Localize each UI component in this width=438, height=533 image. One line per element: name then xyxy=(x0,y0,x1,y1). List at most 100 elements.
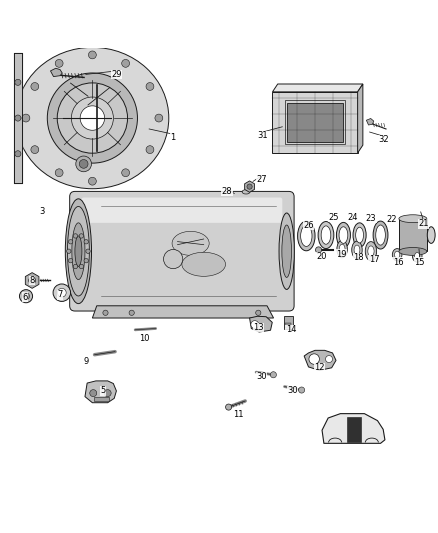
Circle shape xyxy=(76,156,92,172)
FancyBboxPatch shape xyxy=(81,198,283,223)
Text: 29: 29 xyxy=(111,70,122,79)
Circle shape xyxy=(299,387,305,393)
Bar xyxy=(399,219,427,252)
Ellipse shape xyxy=(392,248,402,261)
Circle shape xyxy=(103,310,108,316)
Circle shape xyxy=(68,259,73,263)
Text: 1: 1 xyxy=(170,133,176,142)
Ellipse shape xyxy=(57,83,127,153)
Circle shape xyxy=(73,264,78,269)
Ellipse shape xyxy=(395,251,400,258)
Circle shape xyxy=(84,240,88,244)
Circle shape xyxy=(31,83,39,91)
Ellipse shape xyxy=(353,223,366,247)
Ellipse shape xyxy=(282,225,291,277)
Text: 25: 25 xyxy=(328,213,339,222)
Polygon shape xyxy=(25,272,39,288)
Text: 3: 3 xyxy=(39,207,45,216)
Ellipse shape xyxy=(336,222,350,248)
Polygon shape xyxy=(357,84,363,153)
Text: 9: 9 xyxy=(83,357,88,366)
Text: 20: 20 xyxy=(316,252,327,261)
Polygon shape xyxy=(347,417,361,442)
Circle shape xyxy=(309,354,319,364)
Ellipse shape xyxy=(356,227,364,243)
Circle shape xyxy=(146,83,154,91)
Ellipse shape xyxy=(242,190,250,194)
Text: 26: 26 xyxy=(303,221,314,230)
Text: 17: 17 xyxy=(369,255,379,264)
Text: 12: 12 xyxy=(314,364,325,372)
Text: 10: 10 xyxy=(140,334,150,343)
Text: 15: 15 xyxy=(415,257,425,266)
Text: 27: 27 xyxy=(257,175,267,184)
Ellipse shape xyxy=(368,246,374,256)
Ellipse shape xyxy=(172,231,209,255)
Ellipse shape xyxy=(413,250,422,262)
Ellipse shape xyxy=(75,236,82,266)
Circle shape xyxy=(122,169,130,176)
Circle shape xyxy=(315,247,321,253)
Circle shape xyxy=(57,288,66,297)
Circle shape xyxy=(122,60,130,67)
Circle shape xyxy=(247,184,252,189)
Ellipse shape xyxy=(427,227,435,244)
Polygon shape xyxy=(85,381,117,403)
Polygon shape xyxy=(250,316,272,332)
Circle shape xyxy=(256,310,261,316)
Circle shape xyxy=(15,79,21,85)
Ellipse shape xyxy=(72,223,85,280)
Circle shape xyxy=(270,372,276,378)
Circle shape xyxy=(90,390,97,397)
Circle shape xyxy=(15,151,21,157)
Circle shape xyxy=(325,356,332,362)
Circle shape xyxy=(84,259,88,263)
Circle shape xyxy=(88,177,96,185)
Circle shape xyxy=(129,310,134,316)
Ellipse shape xyxy=(47,73,138,163)
Polygon shape xyxy=(304,350,336,370)
Ellipse shape xyxy=(415,253,420,260)
Text: 11: 11 xyxy=(233,409,244,418)
Ellipse shape xyxy=(399,247,427,255)
Bar xyxy=(284,316,293,329)
Circle shape xyxy=(79,159,88,168)
Circle shape xyxy=(31,146,39,154)
Circle shape xyxy=(53,284,71,302)
Circle shape xyxy=(22,293,29,300)
Ellipse shape xyxy=(339,244,345,254)
Ellipse shape xyxy=(80,106,105,130)
Circle shape xyxy=(86,249,90,253)
Circle shape xyxy=(15,115,21,121)
Text: 5: 5 xyxy=(101,386,106,395)
Circle shape xyxy=(146,146,154,154)
Polygon shape xyxy=(245,181,254,192)
Ellipse shape xyxy=(337,240,347,258)
Circle shape xyxy=(79,234,84,238)
Text: 21: 21 xyxy=(418,219,429,228)
Text: 28: 28 xyxy=(222,187,232,196)
Text: 14: 14 xyxy=(286,325,296,334)
Text: 13: 13 xyxy=(253,323,264,332)
Text: 32: 32 xyxy=(379,135,389,144)
Text: 23: 23 xyxy=(366,214,376,223)
Ellipse shape xyxy=(365,241,377,261)
Polygon shape xyxy=(92,306,274,318)
Ellipse shape xyxy=(373,221,388,249)
Bar xyxy=(286,323,291,328)
Circle shape xyxy=(163,249,183,269)
Text: 7: 7 xyxy=(57,290,62,300)
Circle shape xyxy=(67,249,71,253)
Circle shape xyxy=(251,321,259,328)
Polygon shape xyxy=(50,68,62,77)
Ellipse shape xyxy=(16,47,169,189)
Bar xyxy=(285,100,345,144)
Bar xyxy=(94,397,109,401)
Ellipse shape xyxy=(376,225,385,245)
Circle shape xyxy=(73,234,78,238)
Text: 24: 24 xyxy=(347,213,357,222)
Polygon shape xyxy=(322,414,385,443)
Circle shape xyxy=(88,51,96,59)
Text: 19: 19 xyxy=(336,250,346,259)
FancyBboxPatch shape xyxy=(70,191,294,311)
